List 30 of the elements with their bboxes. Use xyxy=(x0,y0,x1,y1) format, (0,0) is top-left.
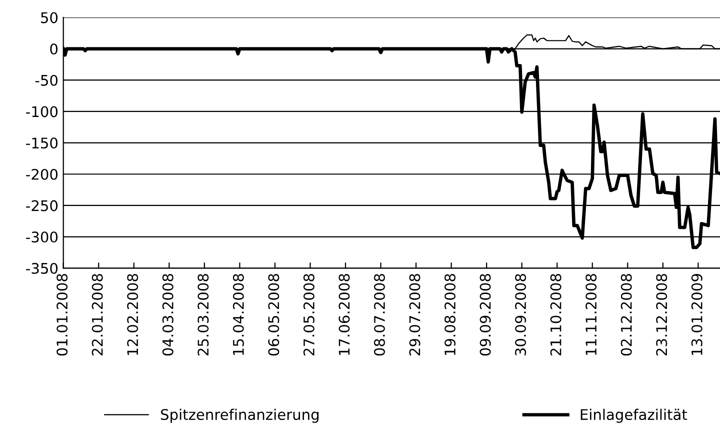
x-tick-label: 17.06.2008 xyxy=(338,274,350,355)
x-tick-label: 04.03.2008 xyxy=(162,274,174,356)
y-tick-label: -100 xyxy=(26,106,58,118)
y-tick-label: -300 xyxy=(26,232,58,243)
legend-label: Einlagefazilität xyxy=(580,408,688,423)
x-tick-label: 25.03.2008 xyxy=(198,274,209,356)
y-tick-label: -200 xyxy=(26,168,58,180)
x-tick-label: 22.01.2008 xyxy=(92,274,103,356)
y-tick-label: -250 xyxy=(26,200,58,212)
x-tick-label: 29.07.2008 xyxy=(409,274,420,356)
x-tick-label: 08.07.2008 xyxy=(374,274,385,356)
x-tick-label: 30.09.2008 xyxy=(515,274,526,356)
x-tick-label: 23.12.2008 xyxy=(656,274,668,356)
x-tick-label: 12.02.2008 xyxy=(127,274,138,355)
x-tick-label: 27.05.2008 xyxy=(303,274,314,356)
x-tick-label: 21.10.2008 xyxy=(550,274,562,356)
y-tick-label: -350 xyxy=(26,262,58,274)
x-tick-label: 01.01.2008 xyxy=(56,274,68,356)
x-tick-label: 06.05.2008 xyxy=(268,274,280,356)
legend-label: Spitzenrefinanzierung xyxy=(160,408,319,423)
y-tick-label: -50 xyxy=(35,74,58,86)
x-tick-label: 11.11.2008 xyxy=(586,274,597,355)
x-tick-label: 13.01.2009 xyxy=(691,274,702,355)
y-tick-label: 50 xyxy=(41,12,58,24)
x-tick-label: 19.08.2008 xyxy=(444,274,456,355)
y-tick-label: 0 xyxy=(50,43,58,55)
x-tick-label: 15.04.2008 xyxy=(232,274,244,355)
x-tick-label: 02.12.2008 xyxy=(620,274,632,356)
y-tick-label: -150 xyxy=(26,138,58,149)
x-tick-label: 09.09.2008 xyxy=(480,274,491,356)
